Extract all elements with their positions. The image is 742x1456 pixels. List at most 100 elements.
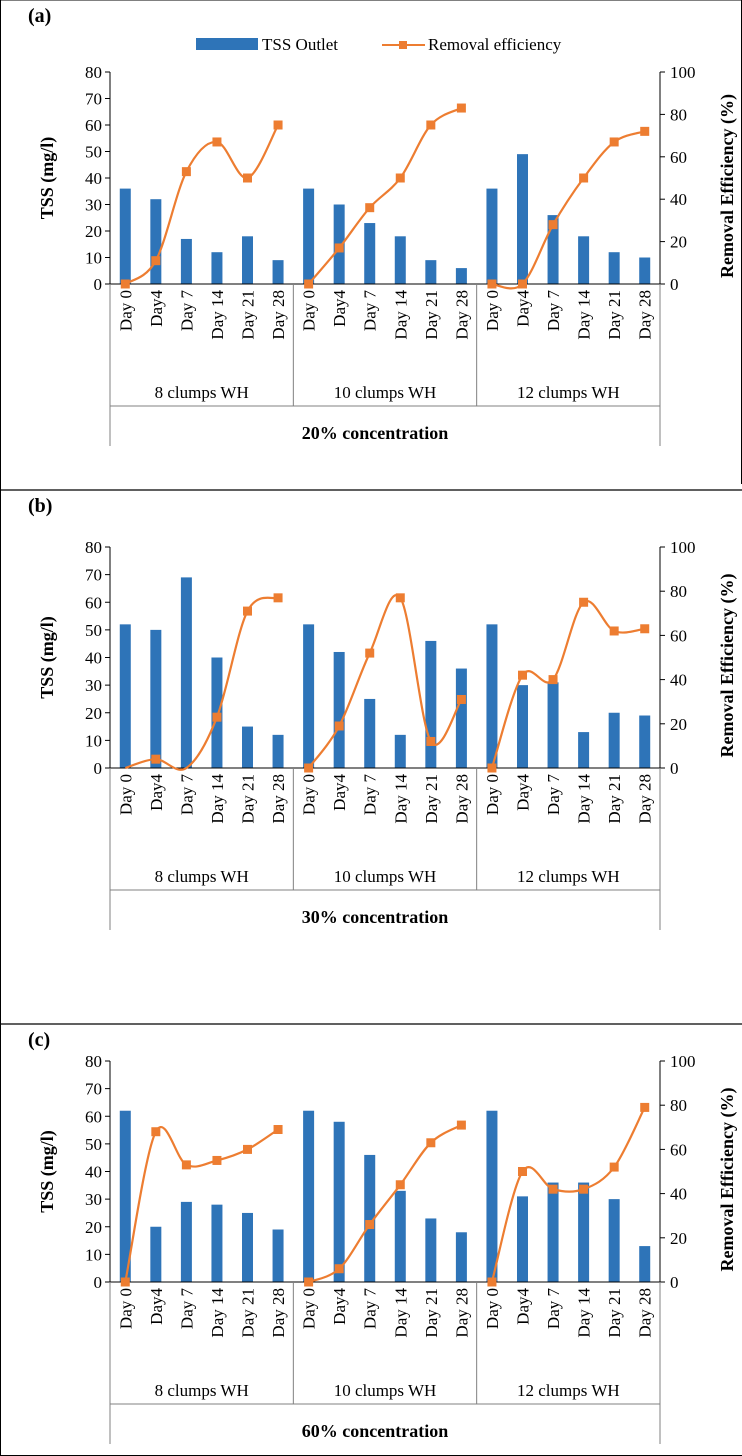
y-tick-label: 20 — [85, 222, 102, 241]
tss-bar — [455, 268, 467, 284]
y2-tick-label: 0 — [670, 275, 679, 294]
x-category-label: Day 0 — [116, 290, 135, 331]
x-category-label: Day4 — [330, 1288, 349, 1325]
x-category-label: Day 14 — [575, 290, 594, 340]
removal-line — [308, 1124, 462, 1284]
removal-marker — [212, 137, 222, 147]
removal-marker — [456, 1120, 466, 1130]
tss-bar — [150, 1226, 162, 1282]
y2-tick-label: 0 — [670, 1273, 679, 1292]
tss-bar — [425, 260, 437, 284]
removal-marker — [395, 593, 405, 603]
tss-bar — [242, 1212, 253, 1282]
tss-bar — [517, 1196, 528, 1282]
x-category-label: Day4 — [147, 774, 166, 811]
tss-bar — [394, 236, 406, 284]
removal-marker — [334, 243, 344, 253]
y-tick-label: 0 — [94, 1273, 103, 1292]
y-tick-label: 10 — [85, 1245, 102, 1264]
legend-line-marker — [399, 41, 407, 49]
x-category-label: Day 28 — [636, 774, 655, 824]
tss-bar — [547, 1182, 559, 1282]
y-tick-label: 50 — [85, 1135, 102, 1154]
removal-marker — [579, 597, 589, 607]
y-tick-label: 0 — [94, 275, 103, 294]
x-category-label: Day 28 — [269, 774, 288, 824]
group-label: 10 clumps WH — [334, 383, 437, 402]
x-category-label: Day 7 — [361, 774, 380, 816]
tss-bar — [578, 732, 590, 768]
removal-line — [124, 1126, 279, 1283]
x-category-label: Day 21 — [239, 774, 258, 824]
x-category-label: Day 14 — [575, 1288, 594, 1338]
y-tick-label: 10 — [85, 249, 102, 268]
x-category-label: Day 28 — [452, 290, 471, 340]
removal-marker — [579, 1184, 589, 1194]
removal-marker — [334, 721, 344, 731]
tss-bar — [547, 682, 559, 768]
x-category-label: Day 28 — [269, 290, 288, 340]
removal-marker — [456, 103, 466, 113]
y2-tick-label: 80 — [670, 582, 687, 601]
x-axis-title: 60% concentration — [302, 1421, 448, 1441]
x-category-label: Day 14 — [575, 774, 594, 824]
removal-marker — [548, 675, 558, 685]
removal-marker — [151, 256, 161, 266]
x-category-label: Day 21 — [605, 1288, 624, 1338]
removal-marker — [181, 1160, 191, 1170]
x-category-label: Day 14 — [208, 290, 227, 340]
tss-bar — [119, 188, 131, 284]
group-label: 12 clumps WH — [517, 383, 620, 402]
x-category-label: Day 28 — [636, 290, 655, 340]
tss-bar — [639, 715, 651, 768]
y2-tick-label: 20 — [670, 715, 687, 734]
removal-marker — [151, 754, 161, 764]
tss-bar — [578, 236, 590, 284]
panel-label: (b) — [28, 495, 52, 517]
y-tick-label: 30 — [85, 1190, 102, 1209]
tss-bar — [455, 1232, 467, 1282]
removal-marker — [548, 1184, 558, 1194]
tss-bar — [486, 624, 498, 768]
x-category-label: Day 21 — [422, 1288, 441, 1338]
x-category-label: Day 28 — [452, 1288, 471, 1338]
x-category-label: Day 28 — [636, 1288, 655, 1338]
y-axis-title: TSS (mg/l) — [37, 1130, 58, 1213]
tss-bar — [180, 1201, 192, 1282]
y2-tick-label: 100 — [670, 538, 696, 557]
tss-bar — [639, 257, 651, 284]
removal-marker — [273, 593, 283, 603]
tss-bar — [180, 577, 192, 768]
tss-bar — [394, 734, 406, 768]
y2-tick-label: 20 — [670, 1229, 687, 1248]
y-tick-label: 50 — [85, 621, 102, 640]
removal-marker — [365, 648, 375, 658]
group-label: 8 clumps WH — [155, 1381, 249, 1400]
tss-bar — [303, 1110, 315, 1282]
x-category-label: Day4 — [514, 290, 533, 327]
x-category-label: Day 14 — [208, 774, 227, 824]
removal-marker — [640, 126, 650, 136]
removal-marker — [243, 173, 252, 183]
panel-label: (a) — [28, 5, 51, 27]
removal-marker — [243, 1144, 252, 1154]
x-category-label: Day 21 — [422, 290, 441, 340]
x-category-label: Day 0 — [483, 1288, 502, 1329]
group-label: 12 clumps WH — [517, 1381, 620, 1400]
removal-marker — [304, 1277, 314, 1287]
y-tick-label: 80 — [85, 1052, 102, 1071]
removal-marker — [365, 1220, 375, 1230]
x-category-label: Day 7 — [544, 290, 563, 332]
tss-bar — [150, 629, 162, 768]
x-category-label: Day 0 — [116, 774, 135, 815]
x-category-label: Day 0 — [300, 1288, 319, 1329]
y2-tick-label: 100 — [670, 63, 696, 82]
tss-bar — [272, 1229, 284, 1282]
group-label: 10 clumps WH — [334, 1381, 437, 1400]
y2-axis-title: Removal Efficiency (%) — [717, 94, 738, 278]
y-tick-label: 40 — [85, 169, 102, 188]
legend-bar-swatch — [196, 38, 258, 50]
y2-tick-label: 40 — [670, 1185, 687, 1204]
removal-line — [490, 1106, 646, 1283]
